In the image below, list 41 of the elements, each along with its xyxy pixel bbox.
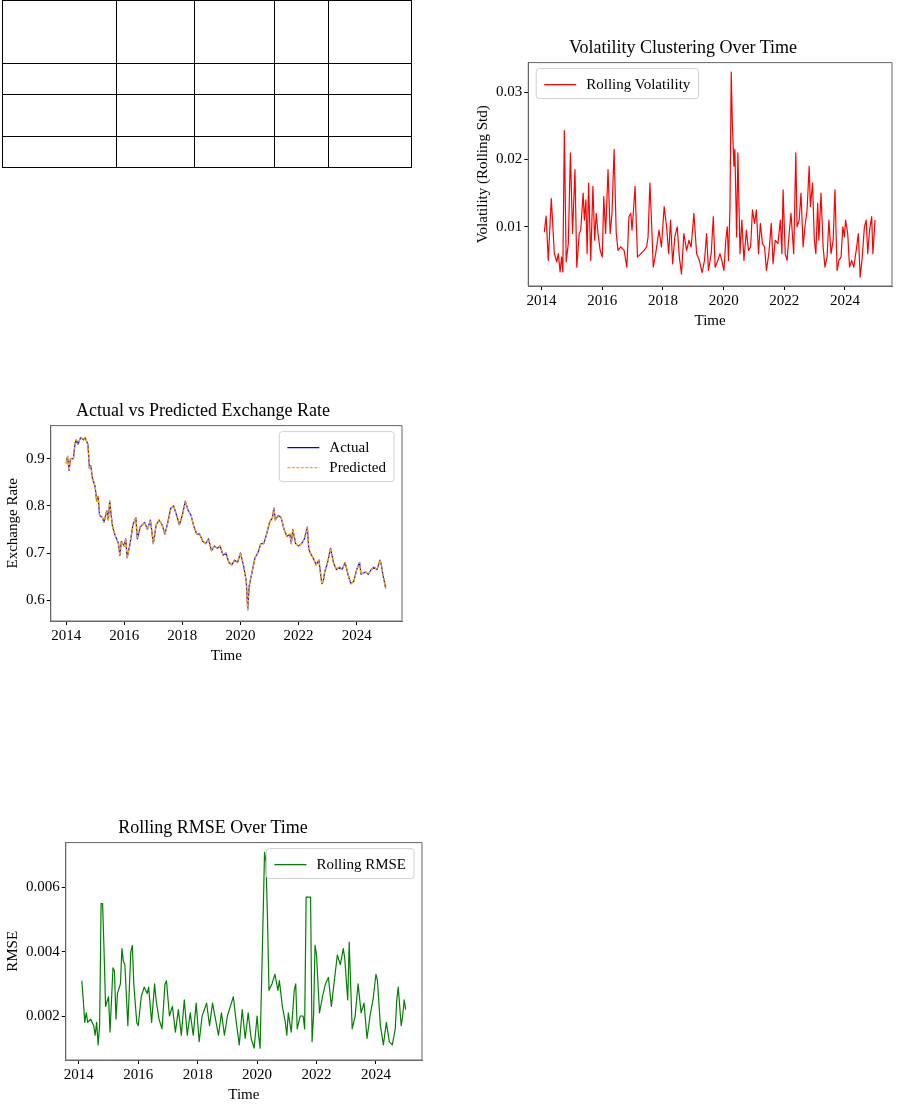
x-tick-label: 2016 <box>109 626 140 643</box>
x-tick-label: 2016 <box>587 291 618 308</box>
y-tick-label: 0.9 <box>26 449 45 466</box>
x-axis-title: Time <box>694 311 727 328</box>
x-tick-label: 2024 <box>360 1065 392 1082</box>
y-tick-label: 0.8 <box>26 496 45 513</box>
x-tick-label: 2014 <box>526 291 558 308</box>
x-axis-title: Time <box>210 646 243 663</box>
y-tick-label: 0.006 <box>26 878 61 895</box>
legend-label: Rolling Volatility <box>586 75 691 92</box>
y-axis-title: Volatility (Rolling Std) <box>473 105 491 244</box>
y-tick-label: 0.7 <box>26 543 46 560</box>
y-tick-label: 0.02 <box>496 150 523 167</box>
legend-label: Rolling RMSE <box>316 855 406 872</box>
y-tick-label: 0.03 <box>496 83 523 100</box>
y-axis-title: RMSE <box>3 930 20 972</box>
x-tick-label: 2020 <box>225 626 256 643</box>
x-tick-label: 2018 <box>647 291 678 308</box>
y-tick-label: 0.004 <box>26 942 61 959</box>
x-tick-label: 2022 <box>301 1065 332 1082</box>
chart-title: Rolling RMSE Over Time <box>118 816 308 837</box>
chart-title: Actual vs Predicted Exchange Rate <box>76 399 330 420</box>
x-axis-title: Time <box>228 1085 260 1102</box>
x-tick-label: 2014 <box>51 626 82 643</box>
x-tick-label: 2022 <box>283 626 314 643</box>
chart-title: Volatility Clustering Over Time <box>568 36 798 57</box>
x-tick-label: 2024 <box>829 291 861 308</box>
x-tick-label: 2014 <box>63 1065 95 1082</box>
x-tick-label: 2024 <box>341 626 373 643</box>
y-tick-label: 0.6 <box>26 591 46 608</box>
y-tick-label: 0.002 <box>26 1006 60 1023</box>
y-axis-title: Exchange Rate <box>3 477 20 569</box>
x-tick-label: 2020 <box>708 291 739 308</box>
x-tick-label: 2018 <box>182 1065 213 1082</box>
x-tick-label: 2022 <box>769 291 800 308</box>
legend-label: Actual <box>329 438 370 455</box>
x-tick-label: 2016 <box>123 1065 154 1082</box>
x-tick-label: 2020 <box>242 1065 273 1082</box>
y-tick-label: 0.01 <box>496 217 523 234</box>
legend-label: Predicted <box>329 458 387 475</box>
x-tick-label: 2018 <box>167 626 198 643</box>
